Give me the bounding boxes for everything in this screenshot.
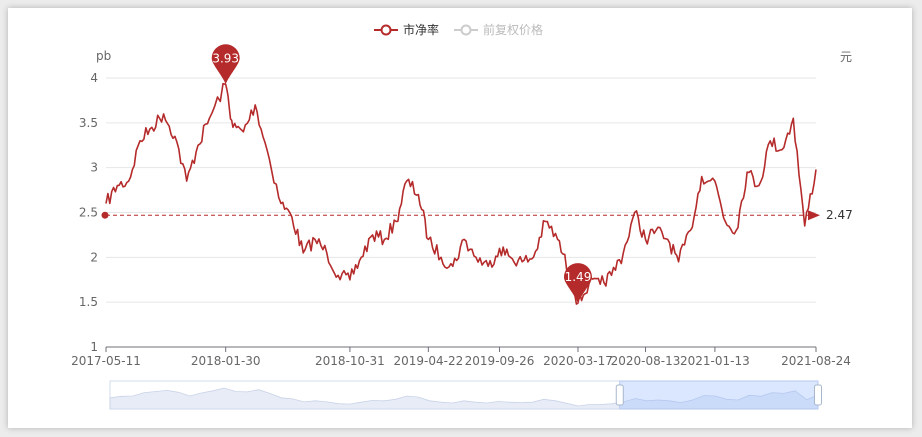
- markline-start-dot: [101, 211, 109, 219]
- average-markline: 2.47: [101, 208, 853, 222]
- legend-symbol: [380, 24, 392, 36]
- left-axis-name: pb: [96, 49, 111, 63]
- y-tick-label: 2: [90, 250, 98, 264]
- y-tick-label: 1.5: [79, 295, 98, 309]
- x-tick-label: 2020-08-13: [611, 354, 681, 368]
- x-tick-label: 2017-05-11: [71, 354, 141, 368]
- y-tick-label: 3.5: [79, 116, 98, 130]
- legend-label: 前复权价格: [483, 22, 543, 37]
- zoom-handle-right[interactable]: [814, 384, 822, 406]
- y-tick-label: 4: [90, 71, 98, 85]
- legend-symbol: [460, 24, 472, 36]
- x-tick-label: 2019-04-22: [393, 354, 463, 368]
- x-tick-label: 2021-08-24: [781, 354, 851, 368]
- zoom-preview: [109, 387, 819, 410]
- legend[interactable]: 市净率 前复权价格: [374, 22, 543, 37]
- data-zoom-slider[interactable]: [109, 380, 822, 410]
- markline-arrow: [808, 210, 820, 221]
- y-tick-label: 1: [90, 340, 98, 354]
- x-tick-label: 2019-09-26: [465, 354, 535, 368]
- x-tick-label: 2018-01-30: [191, 354, 261, 368]
- markline-label: 2.47: [826, 208, 853, 222]
- y-tick-label: 2.5: [79, 206, 98, 220]
- min-value-label: 1.49: [565, 270, 592, 284]
- pb-line-chart: 1 1.5 2 2.5 3 3.5 4 2017-05-11 2018-01-30 2018-1…: [71, 22, 853, 410]
- zoom-handle-left[interactable]: [615, 384, 624, 406]
- x-tick-label: 2021-01-13: [680, 354, 750, 368]
- pb-series-line: [105, 82, 817, 305]
- legend-item-1[interactable]: 市净率: [374, 22, 439, 37]
- y-tick-label: 3: [90, 161, 98, 175]
- legend-item-2[interactable]: 前复权价格: [454, 22, 543, 37]
- y-axis-ticks: 1 1.5 2 2.5 3 3.5 4: [79, 71, 98, 354]
- series-layer: [105, 82, 817, 305]
- x-tick-label: 2018-10-31: [315, 354, 385, 368]
- min-value-pin: [563, 263, 592, 304]
- zoom-selection[interactable]: [619, 380, 819, 410]
- max-value-label: 3.93: [212, 51, 239, 65]
- chart-container: 1 1.5 2 2.5 3 3.5 4 2017-05-11 2018-01-30 2018-1…: [8, 8, 912, 428]
- max-value-pin: [211, 44, 240, 85]
- x-tick-label: 2020-03-17: [543, 354, 613, 368]
- extreme-markers: 3.93 1.49: [211, 44, 592, 304]
- x-axis: 2017-05-11 2018-01-30 2018-10-31 2019-04-22…: [71, 346, 851, 368]
- right-axis-name: 元: [840, 50, 852, 64]
- legend-label: 市净率: [403, 22, 439, 37]
